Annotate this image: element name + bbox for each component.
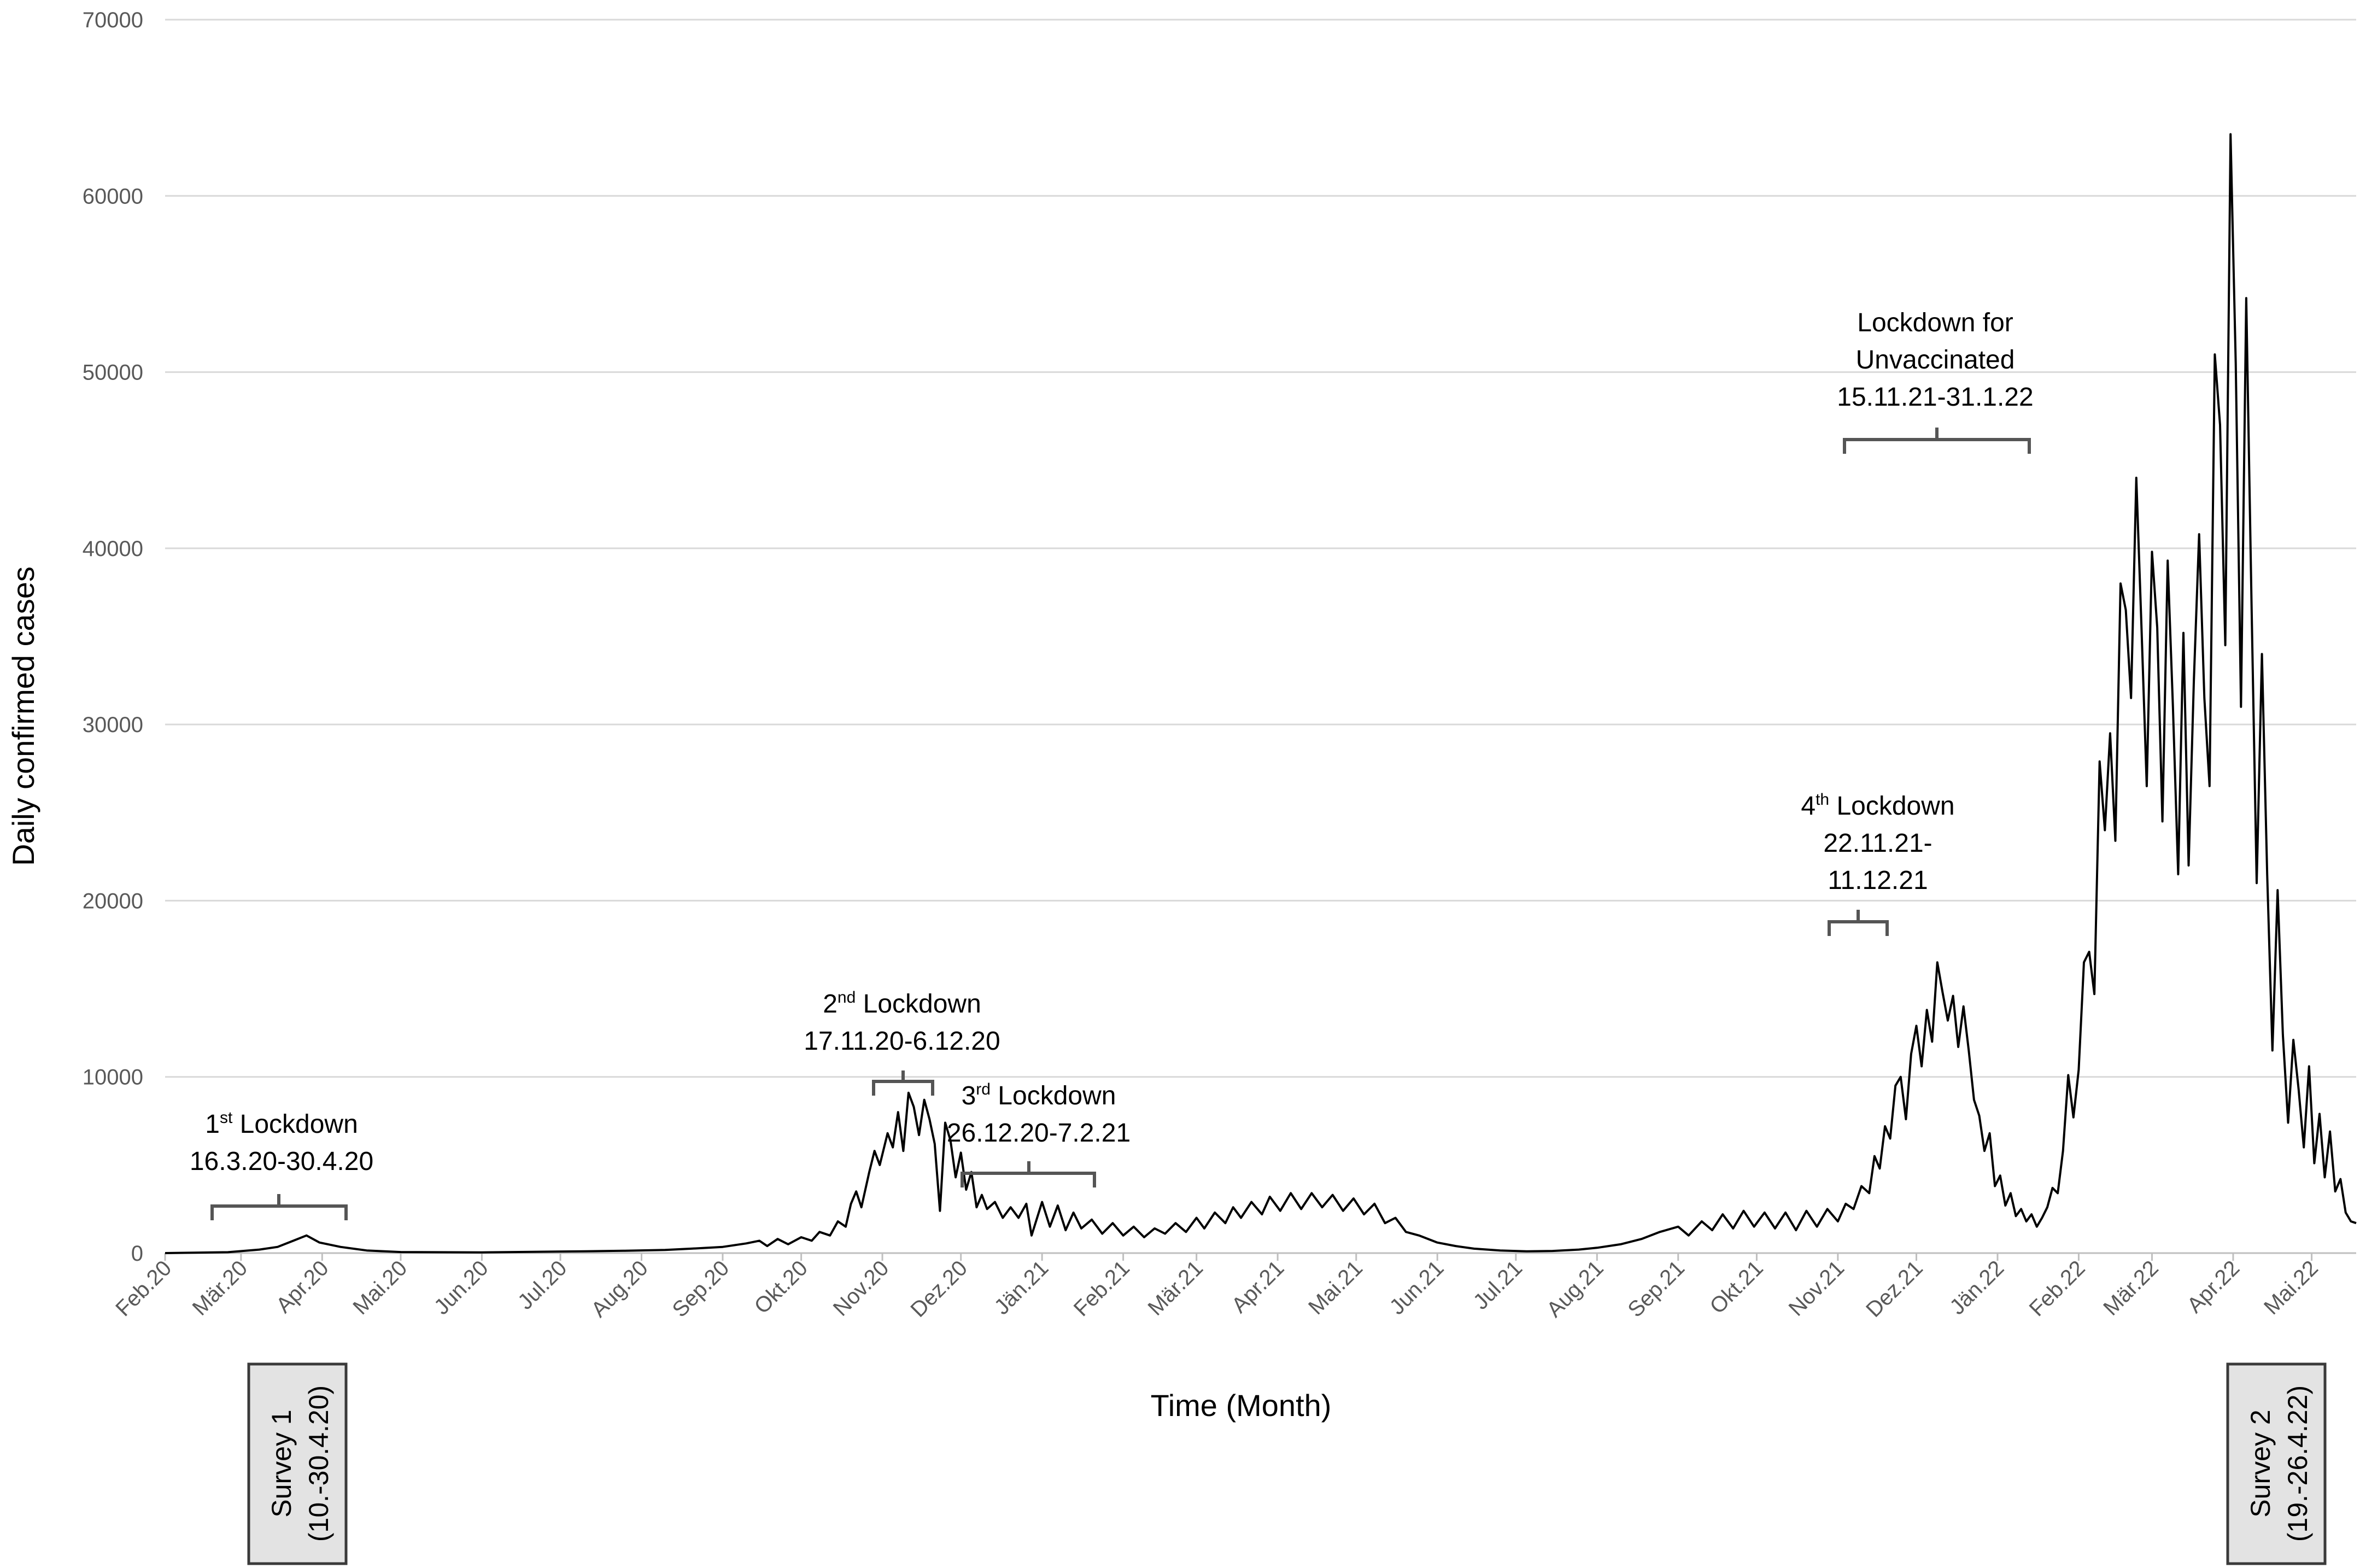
x-tick-label: Apr.22 [2182, 1256, 2244, 1318]
survey-1-line2: (10.-30.4.20) [303, 1385, 334, 1542]
x-tick-label: Okt.20 [750, 1256, 812, 1318]
x-tick-label: Jul.20 [513, 1256, 572, 1314]
lockdown-3-dates: 26.12.20-7.2.21 [947, 1119, 1131, 1148]
x-axis-title: Time (Month) [1151, 1388, 1332, 1423]
x-tick-label: Feb.21 [1069, 1256, 1134, 1321]
y-tick-label: 40000 [83, 537, 143, 561]
x-tick-label: Mär.21 [1143, 1256, 1208, 1320]
lockdown-4-title: 4th Lockdown [1801, 791, 1954, 821]
x-tick-label: Mai.21 [1304, 1256, 1367, 1319]
x-tick-label: Sep.20 [668, 1256, 734, 1322]
y-tick-label: 0 [131, 1242, 143, 1266]
series-line-daily-cases [165, 133, 2357, 1254]
x-tick-label: Feb.20 [111, 1256, 176, 1321]
lockdown-unvacc-line1: Lockdown for [1857, 308, 2013, 337]
annotation-lockdown-unvaccinated: Lockdown for Unvaccinated 15.11.21-31.1.… [1837, 308, 2034, 454]
lockdown-1-bracket [210, 1194, 348, 1220]
x-tick-label: Apr.20 [272, 1256, 333, 1318]
annotation-lockdown-4: 4th Lockdown 22.11.21- 11.12.21 [1801, 791, 1955, 936]
y-tick-label: 70000 [83, 8, 143, 32]
gridlines [165, 19, 2356, 1078]
survey-2-line1: Survey 2 [2245, 1409, 2276, 1517]
x-tick-label: Mär.22 [2099, 1256, 2163, 1320]
x-tick-label: Apr.21 [1227, 1256, 1289, 1318]
survey-2-box: Survey 2 (19.-26.4.22) [2226, 1362, 2327, 1565]
survey-1-line1: Survey 1 [266, 1409, 297, 1517]
x-tick-label: Mai.20 [348, 1256, 412, 1319]
y-tick-label: 20000 [83, 889, 143, 913]
x-tick-label: Feb.22 [2025, 1256, 2090, 1321]
y-tick-label: 50000 [83, 361, 143, 385]
annotation-lockdown-2: 2nd Lockdown 17.11.20-6.12.20 [804, 988, 1000, 1096]
lockdown-4-dates-line2: 11.12.21 [1828, 866, 1928, 895]
survey-1-rect [247, 1362, 348, 1565]
x-tick-labels: Feb.20 Mär.20 Apr.20 Mai.20 Jun.20 Jul.20 Aug.… [111, 1253, 2323, 1322]
y-tick-label: 60000 [83, 184, 143, 208]
survey-1-box: Survey 1 (10.-30.4.20) [247, 1362, 348, 1565]
y-tick-label: 30000 [83, 713, 143, 737]
x-tick-label: Mai.22 [2259, 1256, 2323, 1319]
lockdown-unvacc-bracket [1843, 428, 2031, 454]
y-axis-title: Daily confirmed cases [6, 566, 40, 866]
x-tick-label: Jän.21 [989, 1256, 1053, 1319]
lockdown-2-bracket [872, 1070, 934, 1096]
lockdown-2-dates: 17.11.20-6.12.20 [804, 1027, 1000, 1056]
x-tick-label: Nov.21 [1784, 1256, 1849, 1321]
x-tick-label: Nov.20 [829, 1256, 894, 1321]
x-tick-label: Jun.20 [430, 1256, 493, 1319]
x-tick-label: Okt.21 [1705, 1256, 1767, 1318]
x-tick-label: Aug.20 [587, 1256, 653, 1322]
lockdown-4-dates-line1: 22.11.21- [1823, 829, 1932, 858]
lockdown-4-bracket [1828, 910, 1889, 936]
x-tick-label: Sep.21 [1623, 1256, 1689, 1322]
lockdown-1-title: 1st Lockdown [205, 1109, 358, 1139]
x-tick-label: Mär.20 [188, 1256, 253, 1320]
x-tick-label: Jän.22 [1945, 1256, 2008, 1319]
lockdown-unvacc-line2: Unvaccinated [1856, 346, 2015, 375]
lockdown-unvacc-dates: 15.11.21-31.1.22 [1837, 383, 2033, 412]
x-tick-label: Dez.20 [906, 1256, 972, 1322]
survey-2-line2: (19.-26.4.22) [2282, 1385, 2313, 1542]
annotation-lockdown-1: 1st Lockdown 16.3.20-30.4.20 [190, 1109, 373, 1220]
x-tick-label: Jul.21 [1469, 1256, 1527, 1314]
x-tick-label: Jun.21 [1385, 1256, 1449, 1319]
lockdown-1-dates: 16.3.20-30.4.20 [190, 1147, 373, 1176]
survey-2-rect [2226, 1362, 2327, 1565]
y-tick-label: 10000 [83, 1066, 143, 1090]
x-tick-label: Aug.21 [1542, 1256, 1608, 1322]
y-tick-labels: 0 10000 20000 30000 40000 50000 60000 70000 [83, 8, 143, 1266]
lockdown-2-title: 2nd Lockdown [823, 988, 981, 1019]
x-tick-label: Dez.21 [1861, 1256, 1928, 1322]
annotation-lockdown-3: 3rd Lockdown 26.12.20-7.2.21 [947, 1080, 1131, 1187]
lockdown-3-bracket [961, 1161, 1096, 1187]
lockdown-3-title: 3rd Lockdown [962, 1080, 1116, 1110]
